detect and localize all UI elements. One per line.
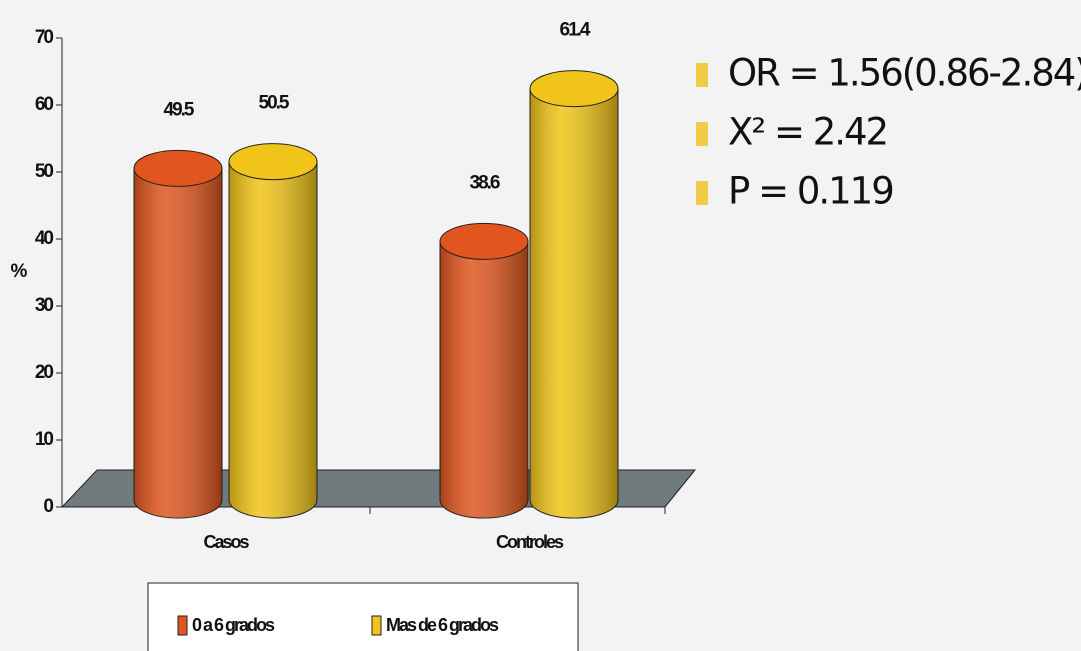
cylinder-top xyxy=(228,143,318,181)
cylinder-shade xyxy=(134,168,222,518)
annotation: P = 0.119 xyxy=(728,170,893,213)
y-tick-label: 70 xyxy=(35,27,54,48)
x-tick-label: Casos xyxy=(203,532,249,552)
value-label: 50.5 xyxy=(259,93,290,114)
legend-swatch xyxy=(177,615,188,636)
legend xyxy=(147,582,579,651)
cylinder-shade xyxy=(229,161,317,518)
value-label: 49.5 xyxy=(164,99,195,120)
cylinder-shade xyxy=(440,241,528,518)
legend-label: Mas de 6 grados xyxy=(386,615,499,635)
cylinder-top xyxy=(439,222,529,260)
y-tick-label: 20 xyxy=(35,362,54,383)
annotation: OR = 1.56(0.86-2.84) xyxy=(728,52,1081,95)
y-tick-label: 60 xyxy=(35,94,54,115)
x-tick-label: Controles xyxy=(496,532,564,552)
y-tick-label: 30 xyxy=(35,295,54,316)
y-tick-label: 40 xyxy=(35,228,54,249)
cylinder xyxy=(439,222,529,519)
cylinder-shade xyxy=(530,88,618,519)
legend-swatch xyxy=(371,615,382,636)
annotation: X² = 2.42 xyxy=(728,111,887,154)
cylinder xyxy=(228,143,318,519)
cylinder xyxy=(133,149,223,519)
cylinder xyxy=(529,70,619,519)
y-tick-label: 50 xyxy=(35,161,54,182)
cylinder-top xyxy=(529,70,619,108)
value-label: 38.6 xyxy=(470,172,500,193)
annotation-marker xyxy=(696,63,708,87)
y-tick-label: 0 xyxy=(43,496,53,517)
annotation-marker xyxy=(696,181,708,205)
value-label: 61.4 xyxy=(560,20,591,41)
y-tick-label: 10 xyxy=(35,429,54,450)
y-axis-label: % xyxy=(11,261,28,282)
annotation-marker xyxy=(696,122,708,146)
legend-label: 0 a 6 grados xyxy=(192,615,275,635)
cylinder-top xyxy=(133,149,223,187)
